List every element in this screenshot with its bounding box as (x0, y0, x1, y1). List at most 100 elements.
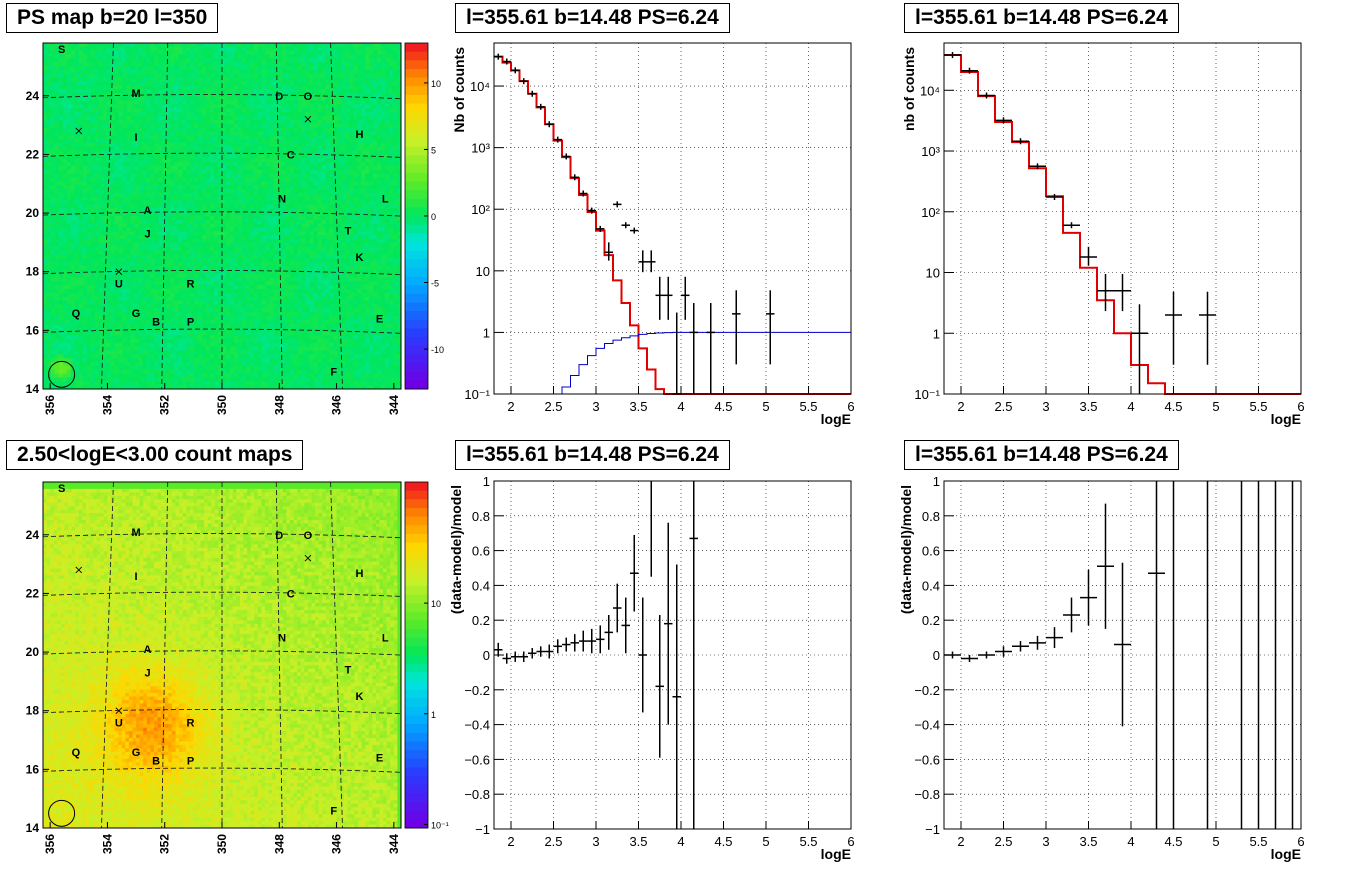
map-pixel (190, 200, 195, 205)
map-pixel (337, 50, 342, 55)
map-pixel (281, 142, 287, 148)
map-pixel (313, 189, 318, 194)
map-pixel (166, 127, 171, 132)
map-pixel (202, 58, 207, 63)
map-pixel (138, 196, 143, 202)
map-pixel (369, 108, 374, 113)
map-pixel (349, 127, 354, 132)
map-pixel (158, 181, 163, 186)
map-pixel (261, 123, 267, 129)
map-pixel (241, 200, 247, 205)
map-pixel (154, 231, 159, 236)
map-pixel (122, 192, 127, 198)
map-pixel (66, 119, 72, 125)
map-pixel (325, 58, 330, 63)
map-pixel (166, 181, 171, 186)
map-pixel (82, 150, 88, 155)
map-pixel (74, 158, 80, 163)
map-pixel (134, 100, 139, 105)
map-pixel (46, 85, 52, 90)
map-pixel (381, 85, 386, 90)
map-pixel (186, 154, 191, 159)
map-pixel (353, 62, 358, 67)
map-pixel (389, 96, 394, 102)
map-pixel (237, 100, 243, 105)
map-pixel (222, 189, 227, 194)
map-pixel (393, 62, 398, 67)
map-pixel (385, 242, 390, 248)
map-pixel (245, 235, 251, 240)
map-pixel (50, 150, 56, 155)
map-pixel (369, 131, 374, 136)
map-pixel (58, 85, 64, 90)
map-pixel (106, 242, 112, 248)
map-pixel (78, 204, 84, 209)
map-pixel (317, 89, 322, 94)
map-pixel (46, 169, 52, 175)
map-pixel (237, 154, 243, 159)
map-pixel (229, 189, 235, 194)
map-pixel (46, 246, 52, 252)
map-pixel (297, 112, 303, 117)
map-pixel (301, 50, 306, 55)
map-pixel (86, 104, 92, 109)
map-pixel (150, 146, 155, 152)
map-pixel (70, 177, 76, 182)
map-pixel (190, 181, 195, 186)
map-pixel (353, 173, 358, 178)
map-pixel (70, 131, 76, 136)
map-pixel (54, 81, 60, 86)
map-pixel (385, 62, 390, 67)
map-pixel (134, 46, 139, 52)
map-pixel (86, 127, 92, 132)
map-pixel (365, 154, 370, 159)
map-pixel (281, 43, 287, 48)
map-pixel (317, 96, 322, 102)
map-pixel (341, 154, 346, 159)
map-pixel (349, 231, 354, 236)
map-pixel (218, 223, 223, 228)
map-pixel (229, 177, 235, 182)
map-pixel (381, 73, 386, 79)
map-pixel (325, 131, 330, 136)
map-pixel (321, 192, 326, 198)
map-pixel (265, 85, 271, 90)
map-pixel (122, 146, 127, 152)
map-pixel (214, 150, 219, 155)
map-pixel (257, 54, 263, 59)
map-pixel (174, 227, 179, 232)
map-pixel (265, 89, 271, 94)
map-pixel (273, 100, 279, 105)
map-pixel (317, 223, 322, 228)
map-pixel (389, 127, 394, 132)
map-pixel (122, 166, 127, 171)
map-pixel (305, 66, 310, 71)
map-pixel (293, 196, 299, 202)
map-pixel (206, 50, 211, 55)
map-pixel (281, 100, 287, 105)
map-pixel (130, 189, 135, 194)
map-pixel (58, 104, 64, 109)
map-pixel (389, 43, 394, 48)
map-pixel (82, 89, 88, 94)
map-pixel (114, 150, 120, 155)
map-pixel (174, 216, 179, 221)
map-pixel (305, 177, 310, 182)
map-pixel (194, 162, 199, 167)
map-pixel (261, 127, 267, 132)
map-pixel (289, 154, 295, 159)
map-pixel (289, 166, 295, 171)
map-pixel (253, 166, 259, 171)
map-pixel (186, 146, 191, 152)
map-pixel (78, 169, 84, 175)
map-pixel (190, 239, 195, 244)
map-pixel (78, 46, 84, 52)
map-pixel (158, 216, 163, 221)
map-pixel (186, 227, 191, 232)
map-pixel (102, 216, 108, 221)
map-pixel (317, 212, 322, 217)
map-pixel (54, 181, 60, 186)
map-pixel (78, 112, 84, 117)
map-pixel (206, 242, 211, 248)
map-pixel (397, 123, 402, 129)
